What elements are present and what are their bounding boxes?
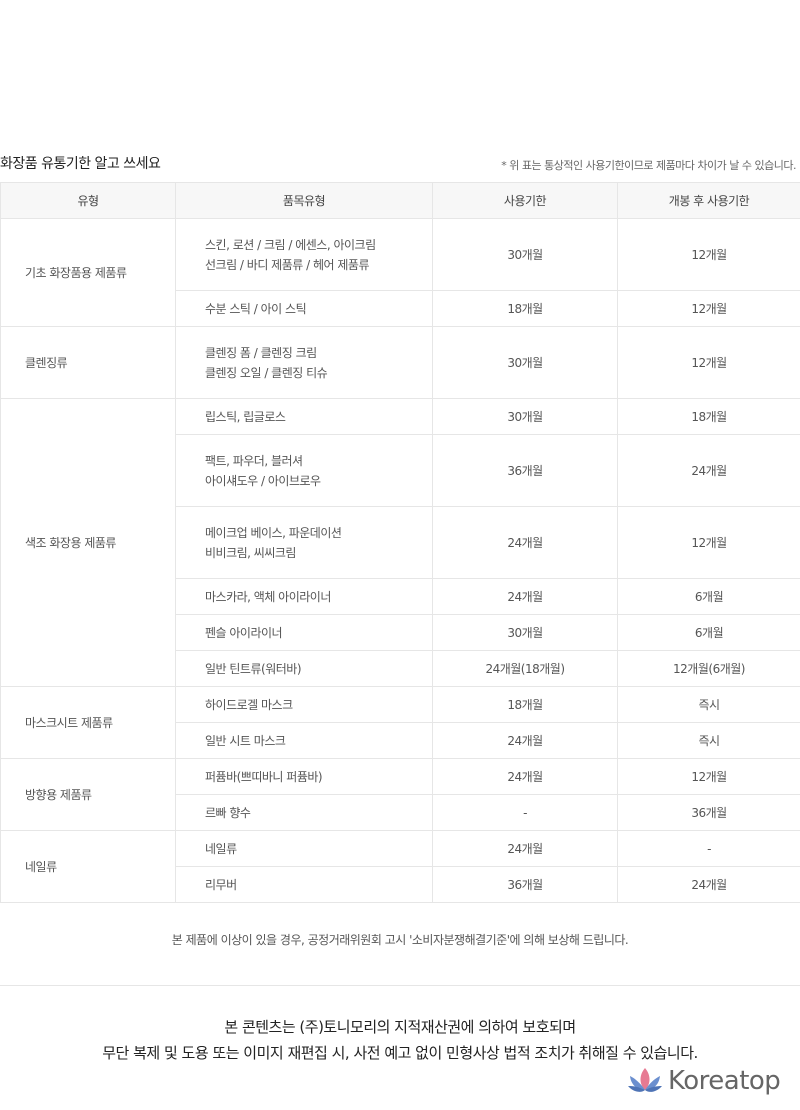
shelf-life-cell: 24개월 <box>432 722 618 759</box>
shelf-life-cell: 36개월 <box>432 434 618 507</box>
item-type-cell: 펜슬 아이라이너 <box>175 614 433 651</box>
item-type-line: 비비크림, 씨씨크림 <box>205 545 296 560</box>
item-type-line: 일반 시트 마스크 <box>205 733 286 748</box>
item-type-line: 립스틱, 립글로스 <box>205 409 286 424</box>
opened-shelf-life-cell: 즉시 <box>617 686 800 723</box>
item-type-cell: 네일류 <box>175 830 433 867</box>
item-type-cell: 퍼퓸바(쁘띠바니 퍼퓸바) <box>175 758 433 795</box>
lotus-icon <box>628 1068 662 1092</box>
expiry-table: 유형 품목유형 사용기한 개봉 후 사용기한 기초 화장품용 제품류 스킨, 로션… <box>0 182 800 903</box>
divider <box>0 985 800 986</box>
table-header-row: 유형 품목유형 사용기한 개봉 후 사용기한 <box>0 182 800 219</box>
header-item-type: 품목유형 <box>175 182 433 219</box>
shelf-life-cell: 30개월 <box>432 398 618 435</box>
item-type-line: 펜슬 아이라이너 <box>205 625 283 640</box>
item-type-cell: 마스카라, 액체 아이라이너 <box>175 578 433 615</box>
shelf-life-cell: 24개월(18개월) <box>432 650 618 687</box>
table-row: 클렌징류 클렌징 폼 / 클렌징 크림 클렌징 오일 / 클렌징 티슈 30개월 12개… <box>0 326 800 399</box>
item-type-cell: 르빠 향수 <box>175 794 433 831</box>
header-opened-shelf-life: 개봉 후 사용기한 <box>617 182 800 219</box>
opened-shelf-life-cell: 12개월 <box>617 290 800 327</box>
table-row: 네일류 네일류 24개월 - <box>0 830 800 903</box>
item-type-line: 메이크업 베이스, 파운데이션 <box>205 525 342 540</box>
table-row: 방향용 제품류 퍼퓸바(쁘띠바니 퍼퓸바) 24개월 12개월 <box>0 758 800 831</box>
item-type-cell: 립스틱, 립글로스 <box>175 398 433 435</box>
category-cell: 클렌징류 <box>0 326 176 399</box>
item-type-line: 수분 스틱 / 아이 스틱 <box>205 301 307 316</box>
category-cell: 마스크시트 제품류 <box>0 686 176 759</box>
opened-shelf-life-cell: 24개월 <box>617 434 800 507</box>
table-row: 기초 화장품용 제품류 스킨, 로션 / 크림 / 에센스, 아이크림 선크림 / … <box>0 218 800 327</box>
header-type: 유형 <box>0 182 176 219</box>
item-type-line: 팩트, 파우더, 블러셔 <box>205 453 303 468</box>
shelf-life-cell: 30개월 <box>432 614 618 651</box>
koreatop-watermark: Koreatop <box>626 1066 781 1096</box>
item-type-cell: 일반 시트 마스크 <box>175 722 433 759</box>
category-cell: 색조 화장용 제품류 <box>0 398 176 687</box>
item-type-line: 르빠 향수 <box>205 805 251 820</box>
item-type-line: 퍼퓸바(쁘띠바니 퍼퓸바) <box>205 769 323 784</box>
compensation-note: 본 제품에 이상이 있을 경우, 공정거래위원회 고시 '소비자분쟁해결기준'에… <box>171 933 629 947</box>
item-type-line: 하이드로겔 마스크 <box>205 697 293 712</box>
table-row: 색조 화장용 제품류 립스틱, 립글로스 30개월 18개월 <box>0 398 800 687</box>
table-row: 일반 틴트류(워터바) 24개월(18개월) 12개월(6개월) <box>1 650 800 687</box>
table-row: 리무버 36개월 24개월 <box>1 866 800 903</box>
item-type-cell: 하이드로겔 마스크 <box>175 686 433 723</box>
shelf-life-cell: - <box>432 794 618 831</box>
table-row: 펜슬 아이라이너 30개월 6개월 <box>1 614 800 651</box>
opened-shelf-life-cell: 즉시 <box>617 722 800 759</box>
copyright-line-2: 무단 복제 및 도용 또는 이미지 재편집 시, 사전 예고 없이 민형사상 법… <box>102 1044 698 1062</box>
category-cell: 기초 화장품용 제품류 <box>0 218 176 327</box>
table-row: 마스크시트 제품류 하이드로겔 마스크 18개월 즉시 <box>0 686 800 759</box>
shelf-life-cell: 36개월 <box>432 866 618 903</box>
shelf-life-cell: 24개월 <box>432 830 618 867</box>
disclaimer-note: * 위 표는 통상적인 사용기한이므로 제품마다 차이가 날 수 있습니다. <box>501 159 796 172</box>
item-type-line: 선크림 / 바디 제품류 / 헤어 제품류 <box>205 257 370 272</box>
shelf-life-cell: 24개월 <box>432 758 618 795</box>
opened-shelf-life-cell: 12개월 <box>617 326 800 399</box>
opened-shelf-life-cell: 12개월 <box>617 758 800 795</box>
item-type-line: 네일류 <box>205 841 237 856</box>
opened-shelf-life-cell: 6개월 <box>617 614 800 651</box>
item-type-cell: 일반 틴트류(워터바) <box>175 650 433 687</box>
shelf-life-cell: 30개월 <box>432 218 618 291</box>
shelf-life-cell: 18개월 <box>432 686 618 723</box>
item-type-line: 아이섀도우 / 아이브로우 <box>205 473 321 488</box>
shelf-life-cell: 24개월 <box>432 506 618 579</box>
opened-shelf-life-cell: 12개월 <box>617 218 800 291</box>
category-cell: 방향용 제품류 <box>0 758 176 831</box>
table-row: 팩트, 파우더, 블러셔 아이섀도우 / 아이브로우 36개월 24개월 <box>1 434 800 507</box>
page-title: 화장품 유통기한 알고 쓰세요 <box>0 156 161 172</box>
shelf-life-cell: 24개월 <box>432 578 618 615</box>
opened-shelf-life-cell: 12개월 <box>617 506 800 579</box>
header-shelf-life: 사용기한 <box>432 182 618 219</box>
opened-shelf-life-cell: 12개월(6개월) <box>617 650 800 687</box>
opened-shelf-life-cell: - <box>617 830 800 867</box>
item-type-line: 리무버 <box>205 877 237 892</box>
opened-shelf-life-cell: 18개월 <box>617 398 800 435</box>
opened-shelf-life-cell: 6개월 <box>617 578 800 615</box>
shelf-life-cell: 18개월 <box>432 290 618 327</box>
opened-shelf-life-cell: 24개월 <box>617 866 800 903</box>
watermark-text: Koreatop <box>668 1066 781 1096</box>
item-type-cell: 수분 스틱 / 아이 스틱 <box>175 290 433 327</box>
copyright-line-1: 본 콘텐츠는 (주)토니모리의 지적재산권에 의하여 보호되며 <box>224 1018 576 1036</box>
opened-shelf-life-cell: 36개월 <box>617 794 800 831</box>
item-type-cell: 리무버 <box>175 866 433 903</box>
item-type-line: 마스카라, 액체 아이라이너 <box>205 589 331 604</box>
table-row: 일반 시트 마스크 24개월 즉시 <box>1 722 800 759</box>
category-cell: 네일류 <box>0 830 176 903</box>
item-type-line: 일반 틴트류(워터바) <box>205 661 302 676</box>
item-type-line: 스킨, 로션 / 크림 / 에센스, 아이크림 <box>205 237 376 252</box>
item-type-line: 클렌징 폼 / 클렌징 크림 <box>205 345 317 360</box>
table-row: 메이크업 베이스, 파운데이션 비비크림, 씨씨크림 24개월 12개월 <box>1 506 800 579</box>
shelf-life-cell: 30개월 <box>432 326 618 399</box>
item-type-line: 클렌징 오일 / 클렌징 티슈 <box>205 365 328 380</box>
